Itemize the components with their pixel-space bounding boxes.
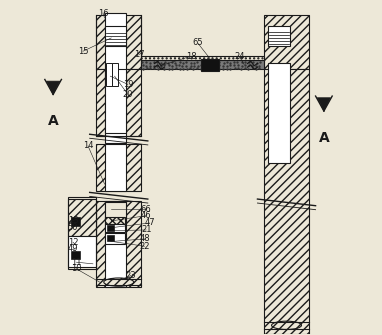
Bar — [201, 59, 219, 71]
Text: 20: 20 — [123, 90, 133, 99]
Bar — [96, 69, 141, 136]
Text: 66: 66 — [141, 205, 152, 213]
Ellipse shape — [272, 321, 301, 329]
Text: 16: 16 — [98, 8, 108, 17]
Bar — [105, 202, 126, 221]
Polygon shape — [317, 98, 330, 111]
Bar — [105, 26, 126, 46]
Text: 13: 13 — [68, 216, 78, 225]
Bar — [68, 197, 96, 269]
Text: 23: 23 — [126, 271, 136, 280]
Bar — [68, 236, 96, 267]
Bar — [105, 224, 125, 232]
Bar — [71, 217, 80, 226]
Text: 24: 24 — [234, 52, 244, 61]
Text: 46: 46 — [141, 211, 151, 220]
Bar — [96, 144, 141, 191]
Text: 47: 47 — [144, 218, 155, 227]
Bar — [105, 144, 126, 191]
Text: 14: 14 — [83, 141, 93, 150]
Bar — [105, 201, 126, 287]
Text: 18: 18 — [186, 52, 196, 61]
Text: A: A — [48, 114, 58, 128]
Bar — [112, 63, 118, 86]
Text: 10: 10 — [71, 264, 82, 273]
Bar — [96, 15, 141, 69]
Bar — [105, 233, 125, 244]
Polygon shape — [47, 81, 60, 94]
Text: 21: 21 — [141, 225, 151, 234]
Text: 50: 50 — [68, 223, 78, 232]
Bar — [269, 26, 290, 46]
Text: 48: 48 — [139, 234, 150, 244]
Text: 49: 49 — [68, 245, 78, 253]
Bar — [107, 225, 114, 230]
Text: 19: 19 — [123, 80, 133, 89]
Ellipse shape — [104, 278, 134, 286]
Bar — [68, 199, 96, 236]
Bar — [141, 56, 264, 60]
Text: 17: 17 — [134, 50, 145, 59]
Text: 15: 15 — [78, 47, 88, 56]
Bar — [106, 63, 112, 86]
Bar — [71, 251, 80, 259]
Bar — [105, 69, 126, 133]
Text: 12: 12 — [68, 238, 78, 247]
Bar — [96, 201, 141, 287]
Bar — [269, 63, 290, 162]
Text: A: A — [319, 131, 329, 145]
Bar — [107, 235, 114, 241]
Text: 11: 11 — [71, 258, 82, 267]
Text: 22: 22 — [139, 242, 150, 251]
Bar — [105, 217, 125, 224]
Bar — [141, 60, 264, 69]
Bar — [264, 15, 309, 69]
Text: 65: 65 — [192, 39, 203, 48]
Bar — [264, 69, 309, 334]
Bar — [105, 13, 126, 143]
